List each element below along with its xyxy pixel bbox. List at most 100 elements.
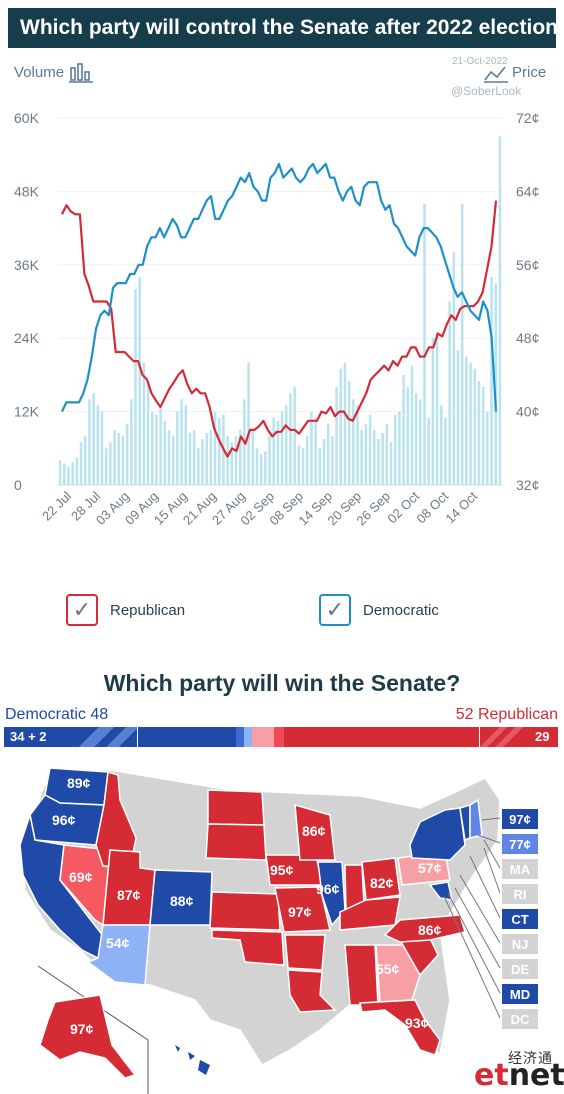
volume-bar	[75, 457, 79, 485]
volume-axis: 0 12K 24K 36K 48K 60K	[14, 110, 40, 493]
republican-checkbox[interactable]: ✓	[66, 594, 98, 626]
volume-bar	[79, 442, 83, 485]
volume-bar	[356, 405, 359, 485]
state-north-dakota	[207, 789, 265, 826]
volume-bar	[109, 442, 112, 485]
dem-not-up-segment	[4, 727, 137, 747]
volume-bar	[176, 411, 179, 485]
volume-bar	[419, 399, 422, 485]
label-arizona: 54¢	[106, 935, 130, 951]
volume-bar	[117, 433, 120, 485]
price-tick-label: 56¢	[516, 257, 539, 273]
bar-chart-icon[interactable]	[69, 63, 93, 83]
ne-box-vermont: 97¢	[501, 808, 539, 830]
line-chart-icon[interactable]	[484, 66, 508, 83]
volume-bar	[138, 277, 141, 485]
ne-box-dc: DC	[501, 1008, 539, 1030]
volume-bar	[326, 423, 330, 485]
dem-safe-segment	[138, 727, 236, 747]
volume-label[interactable]: Volume	[14, 64, 64, 81]
label-arkansas: 97¢	[288, 904, 312, 920]
price-label[interactable]: Price	[512, 64, 546, 81]
volume-bar	[460, 203, 464, 485]
price-tick-label: 32¢	[516, 477, 539, 493]
volume-tick-label: 36K	[14, 257, 40, 273]
state-kansas	[209, 891, 281, 931]
date-tick-label: 08 Oct	[413, 488, 451, 526]
state-south-dakota	[205, 823, 267, 861]
volume-bar	[448, 301, 451, 485]
legend-democratic[interactable]: ✓ Democratic	[319, 592, 439, 628]
volume-tick-label: 24K	[14, 330, 40, 346]
volume-bar	[444, 417, 447, 485]
volume-bar	[398, 411, 401, 485]
volume-bar	[201, 439, 204, 485]
watermark-handle: @SoberLook	[451, 84, 522, 98]
state-alabama	[344, 944, 379, 1006]
volume-bar	[486, 411, 489, 485]
volume-bar	[171, 436, 175, 485]
volume-bar	[414, 393, 418, 485]
date-tick-label: 22 Jul	[39, 488, 74, 523]
volume-bar	[264, 451, 267, 485]
volume-bar	[213, 411, 217, 485]
legend-democratic-label: Democratic	[363, 601, 439, 619]
volume-bar	[234, 436, 238, 485]
legend-republican[interactable]: ✓ Republican	[66, 592, 185, 628]
volume-bar	[255, 448, 259, 485]
volume-bar	[393, 414, 397, 485]
chart-grid	[58, 117, 502, 486]
volume-tick-label: 60K	[14, 110, 40, 126]
volume-bar	[427, 417, 430, 485]
volume-bar	[209, 429, 213, 485]
volume-bar	[251, 429, 255, 485]
republican-seat-count: 52 Republican	[455, 706, 558, 723]
label-ohio: 82¢	[370, 875, 394, 891]
state-ohio	[361, 857, 401, 901]
volume-bar	[452, 252, 456, 485]
price-lines	[61, 162, 498, 458]
senate-seat-bar	[4, 727, 558, 747]
ne-box-ri: RI	[501, 883, 539, 905]
volume-bar	[377, 439, 380, 485]
label-missouri: 95¢	[270, 862, 294, 878]
label-oregon: 96¢	[52, 812, 76, 828]
label-utah: 87¢	[117, 887, 141, 903]
volume-bar	[67, 466, 70, 485]
volume-bar	[121, 436, 125, 485]
volume-bar	[272, 417, 275, 485]
volume-bar	[410, 365, 414, 485]
volume-bar	[301, 448, 305, 485]
volume-bar	[381, 433, 384, 485]
volume-bar	[238, 429, 242, 485]
volume-bar	[347, 381, 351, 485]
etnet-logo: etnet	[474, 1058, 564, 1093]
volume-bar	[226, 436, 229, 485]
volume-bar	[88, 399, 91, 485]
volume-bar	[155, 414, 158, 485]
volume-bar	[180, 399, 183, 485]
state-wisconsin	[294, 803, 336, 861]
volume-bar	[289, 393, 292, 485]
volume-bar	[230, 442, 234, 485]
date-tick-label: 02 Oct	[384, 488, 422, 526]
rep-lean-segment	[274, 727, 284, 747]
senate-race-map: 89¢ 96¢ 69¢ 87¢ 88¢ 54¢ 86¢ 95¢ 97¢ 96¢ …	[19, 767, 501, 1094]
ne-box-new-hampshire: 77¢	[501, 833, 539, 855]
volume-bar	[293, 387, 296, 485]
rep-not-up-segment	[480, 727, 558, 747]
volume-bar	[318, 448, 322, 485]
volume-bar	[285, 405, 288, 485]
volume-bar	[402, 374, 405, 485]
democratic-checkbox[interactable]: ✓	[319, 594, 351, 626]
rep-not-up-label: 29	[535, 729, 550, 744]
volume-bar	[494, 283, 497, 485]
state-alaska	[39, 994, 137, 1079]
dem-tossup-segment	[244, 727, 252, 747]
volume-bar	[113, 429, 116, 485]
volume-bar	[71, 461, 74, 485]
volume-bar	[364, 423, 368, 485]
volume-bar	[104, 448, 108, 485]
volume-tick-label: 12K	[14, 404, 40, 420]
